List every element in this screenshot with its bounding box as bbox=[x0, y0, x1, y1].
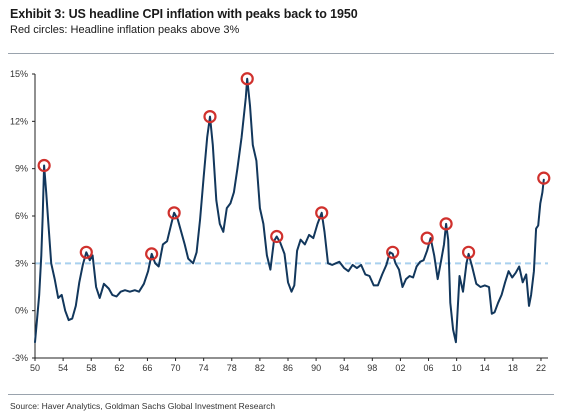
chart-title: Exhibit 3: US headline CPI inflation wit… bbox=[10, 7, 358, 21]
x-tick-label: 86 bbox=[283, 363, 293, 373]
peak-circle bbox=[537, 171, 551, 185]
x-tick-label: 98 bbox=[367, 363, 377, 373]
y-tick-label: 0% bbox=[15, 306, 28, 316]
y-tick-label: 6% bbox=[15, 211, 28, 221]
y-tick-label: 12% bbox=[10, 116, 28, 126]
x-tick-label: 06 bbox=[424, 363, 434, 373]
x-tick-label: 66 bbox=[142, 363, 152, 373]
peak-circle bbox=[167, 206, 181, 220]
x-tick-label: 02 bbox=[395, 363, 405, 373]
inflation-line-chart: -3% 0% 3% 6% 9% 12% 15% 50 54 58 62 66 70 74 78 82 86 90 9… bbox=[10, 69, 551, 373]
x-tick-label: 70 bbox=[171, 363, 181, 373]
peak-circle bbox=[386, 245, 400, 259]
chart-subtitle: Red circles: Headline inflation peaks ab… bbox=[10, 24, 240, 36]
x-tick-label: 50 bbox=[30, 363, 40, 373]
x-tick-label: 82 bbox=[255, 363, 265, 373]
peak-circle bbox=[203, 109, 217, 124]
y-tick-label: 15% bbox=[10, 69, 28, 79]
source-note: Source: Haver Analytics, Goldman Sachs G… bbox=[10, 401, 276, 411]
y-tick-label: -3% bbox=[12, 353, 28, 363]
x-tick-label: 74 bbox=[199, 363, 209, 373]
top-divider bbox=[8, 53, 554, 54]
peak-circle bbox=[270, 229, 284, 244]
x-tick-label: 78 bbox=[227, 363, 237, 373]
x-tick-label: 22 bbox=[536, 363, 546, 373]
x-tick-label: 62 bbox=[114, 363, 124, 373]
x-tick-label: 90 bbox=[311, 363, 321, 373]
series-layer bbox=[34, 77, 545, 344]
peak-circle bbox=[240, 72, 254, 86]
peak-circle bbox=[439, 217, 453, 231]
peak-circle bbox=[315, 206, 329, 220]
axes: -3% 0% 3% 6% 9% 12% 15% 50 54 58 62 66 70 74 78 82 86 90 9… bbox=[10, 69, 548, 373]
x-tick-label: 54 bbox=[58, 363, 68, 373]
peak-circle bbox=[420, 231, 434, 245]
peak-circle bbox=[79, 245, 93, 259]
x-tick-label: 14 bbox=[480, 363, 490, 373]
peak-circle bbox=[145, 247, 159, 261]
x-tick-label: 10 bbox=[452, 363, 462, 373]
y-tick-label: 3% bbox=[15, 258, 28, 268]
peak-markers bbox=[37, 72, 551, 261]
y-tick-label: 9% bbox=[15, 164, 28, 174]
cpi-inflation-line bbox=[34, 77, 545, 344]
bottom-divider bbox=[8, 394, 554, 395]
x-tick-label: 94 bbox=[339, 363, 349, 373]
peak-circle bbox=[461, 245, 476, 259]
x-tick-label: 18 bbox=[508, 363, 518, 373]
peak-circle bbox=[37, 158, 51, 173]
x-tick-label: 58 bbox=[86, 363, 96, 373]
